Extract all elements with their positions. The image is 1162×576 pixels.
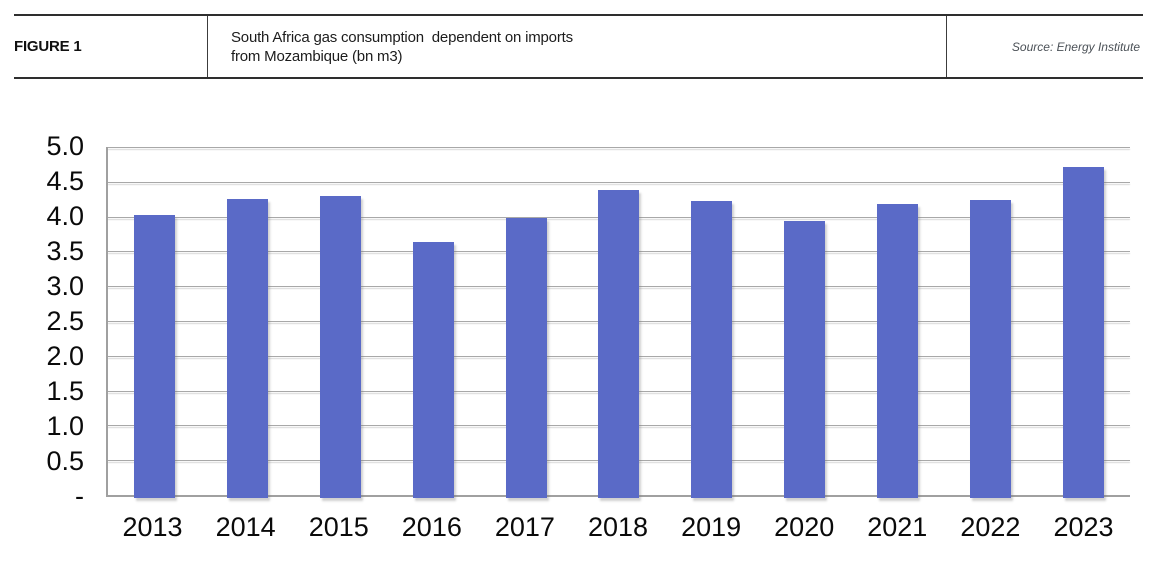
bar-2018 [598, 190, 640, 498]
bar-slot [201, 147, 294, 498]
bar-slot [1037, 147, 1130, 498]
chart-title-cell: South Africa gas consumption dependent o… [207, 16, 947, 77]
bar-2017 [505, 218, 547, 498]
y-axis-label: 3.0 [46, 271, 84, 301]
x-axis-label: 2016 [401, 512, 462, 542]
bar-2020 [784, 221, 826, 498]
figure-header: FIGURE 1 South Africa gas consumption de… [14, 14, 1143, 79]
bar-2016 [412, 241, 454, 498]
x-axis-label: 2019 [681, 512, 742, 542]
plot-area [106, 147, 1130, 498]
bar-2019 [691, 200, 733, 498]
bar-slot [944, 147, 1037, 498]
bar-slot [387, 147, 480, 498]
bar-slot [294, 147, 387, 498]
source-text: Source: Energy Institute [1011, 39, 1140, 54]
x-axis-label: 2017 [494, 512, 555, 542]
x-axis-label: 2020 [774, 512, 835, 542]
x-axis-label: 2013 [122, 512, 183, 542]
bar-2023 [1063, 166, 1105, 498]
y-axis-label: 5.0 [46, 131, 84, 161]
bar-2014 [226, 198, 268, 498]
gridline [108, 147, 1130, 148]
bar-2015 [319, 195, 361, 498]
y-axis-label: 1.0 [46, 411, 84, 441]
chart-title: South Africa gas consumption dependent o… [231, 28, 573, 65]
y-axis-label: 3.5 [46, 236, 84, 266]
x-axis-label: 2018 [587, 512, 649, 542]
bar-slot [665, 147, 758, 498]
figure-label-cell: FIGURE 1 [14, 16, 207, 77]
y-axis-label: 4.5 [46, 166, 84, 196]
y-axis-label: 2.5 [46, 306, 84, 336]
x-axis-label: 2015 [308, 512, 369, 542]
figure-label: FIGURE 1 [14, 38, 82, 55]
bar-2013 [133, 214, 175, 498]
y-axis-label: 1.5 [46, 376, 84, 406]
bar-slot [573, 147, 666, 498]
bar-2021 [877, 204, 919, 498]
y-axis-labels: 5.0 4.5 4.0 3.5 3.0 2.5 2.0 1.5 1.0 0.5 - [0, 131, 84, 511]
bars [108, 147, 1130, 498]
source-cell: Source: Energy Institute [947, 16, 1143, 77]
x-axis-label: 2021 [867, 512, 928, 542]
x-axis-labels: 2013 2014 2015 2016 2017 2018 2019 2020 2021 2022… [106, 512, 1130, 542]
bar-slot [758, 147, 851, 498]
x-axis-label: 2014 [215, 512, 276, 542]
gridline [108, 181, 1130, 183]
bar-slot [851, 147, 944, 498]
y-axis-label: 4.0 [46, 201, 84, 231]
bar-2022 [970, 200, 1012, 498]
x-axis-label: 2023 [1053, 512, 1114, 542]
bar-slot [108, 147, 201, 498]
x-axis-label: 2022 [960, 512, 1021, 542]
y-axis-label: 2.0 [46, 341, 84, 371]
y-axis-label: 0.5 [46, 446, 84, 476]
bar-slot [480, 147, 573, 498]
y-axis-label: - [75, 481, 84, 511]
